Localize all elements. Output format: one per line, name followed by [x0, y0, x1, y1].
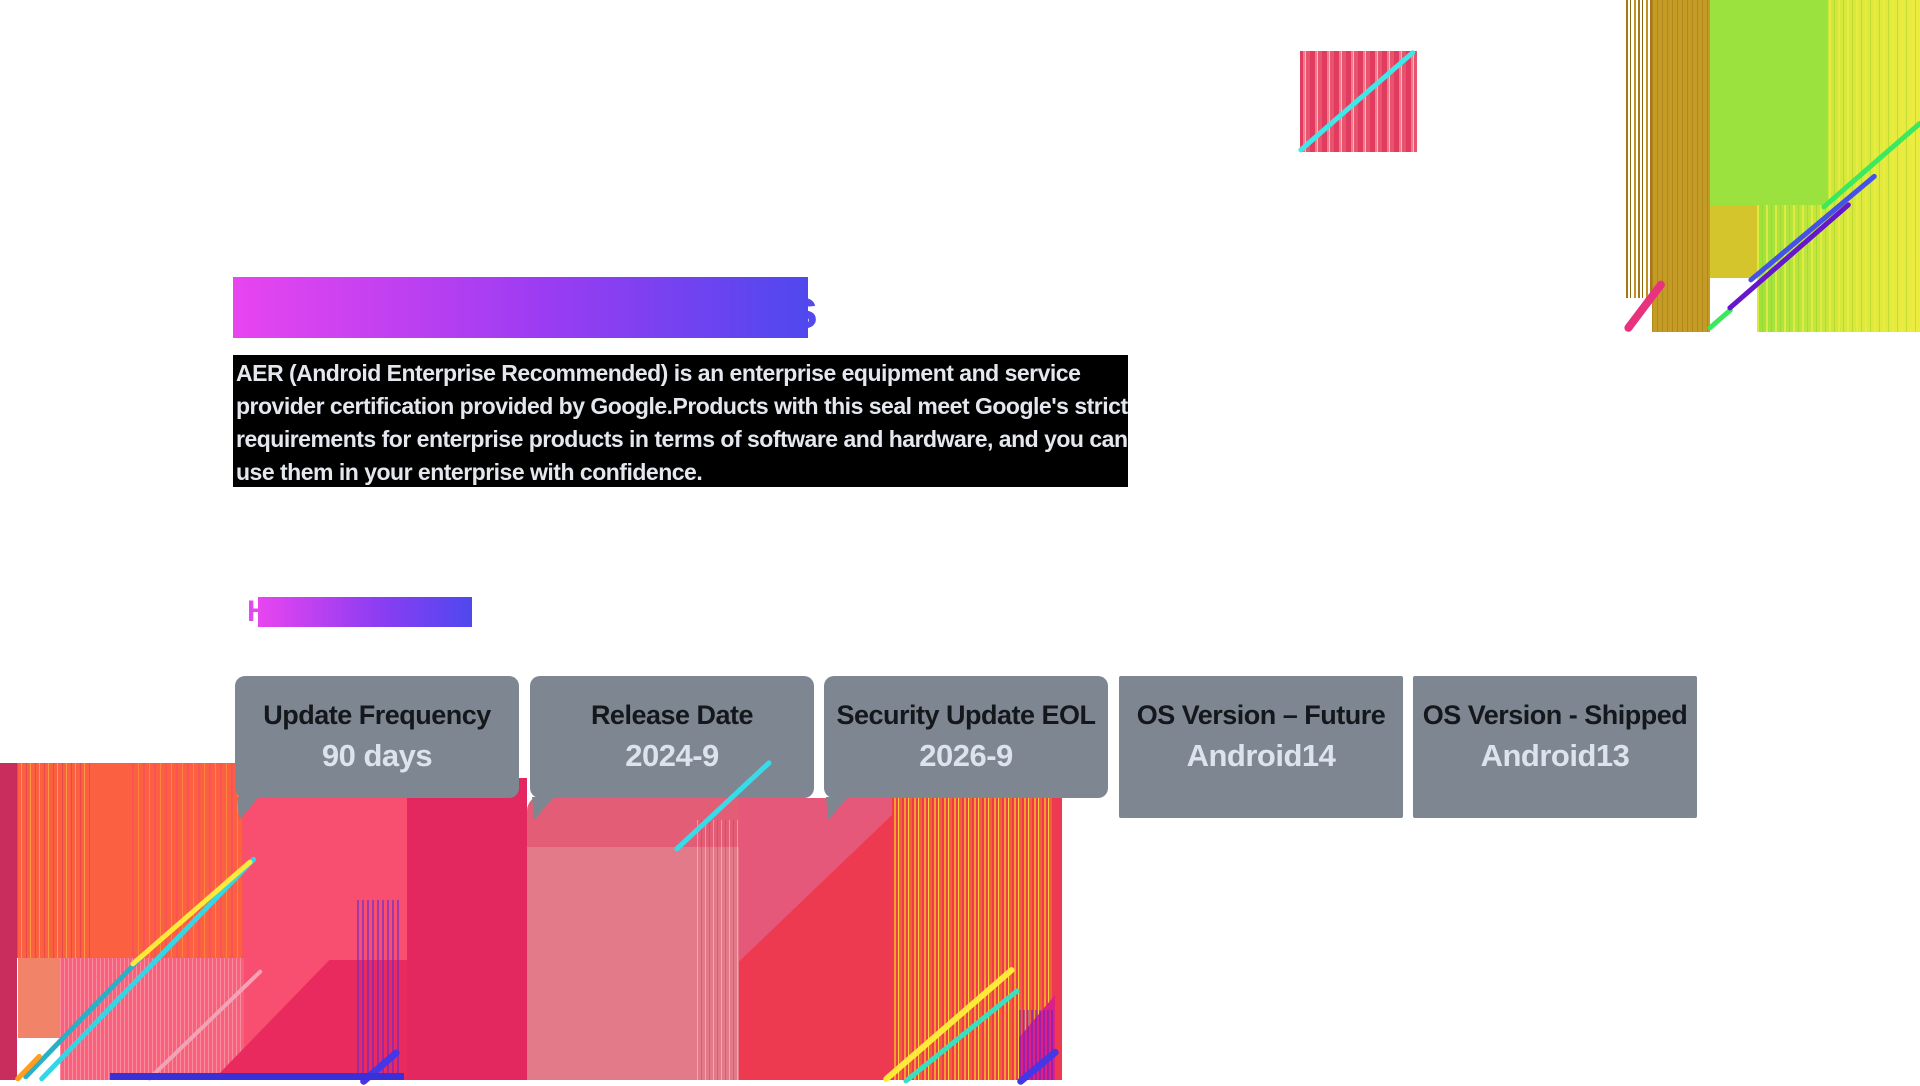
stat-card-release-date: Release Date 2024-9 — [530, 676, 814, 798]
stat-card-value: Android14 — [1186, 738, 1336, 773]
hero-description-line: requirements for enterprise products in … — [236, 426, 1128, 452]
hero-description: AER (Android Enterprise Recommended) is … — [233, 355, 1128, 487]
stat-card-label: Update Frequency — [263, 700, 491, 730]
glitch-barcode-stripes — [1626, 0, 1652, 298]
glitch-light-rose-block — [527, 847, 762, 1080]
glitch-blue-strip — [110, 1073, 404, 1080]
glitch-rose-stripes — [697, 820, 739, 1080]
hero-title-gradient-bar — [233, 277, 808, 338]
stat-card-value: Android13 — [1480, 738, 1630, 773]
stat-card-label: OS Version – Future — [1136, 700, 1386, 730]
glitch-orange-edge-stripes — [17, 763, 90, 958]
stat-card-security-update-eol: Security Update EOL 2026-9 — [824, 676, 1108, 798]
glitch-pink-striped-block — [60, 958, 244, 1080]
hero-description-line: use them in your enterprise with confide… — [236, 459, 703, 485]
hero-description-line: AER (Android Enterprise Recommended) is … — [236, 360, 1081, 386]
stat-card-value: 90 days — [321, 738, 433, 773]
glitch-crimson-bar — [0, 763, 17, 1080]
stat-card-label: OS Version - Shipped — [1422, 700, 1688, 730]
glitch-mustard-block — [1710, 205, 1757, 278]
glitch-mustard-column — [1652, 0, 1710, 332]
stat-card-update-frequency: Update Frequency 90 days — [235, 676, 519, 798]
stat-card-os-version-future: OS Version – Future Android14 — [1119, 676, 1403, 818]
glitch-chartreuse-block — [1710, 0, 1828, 205]
glitch-raspberry-block — [407, 778, 527, 1080]
hero-description-line: provider certification provided by Googl… — [236, 393, 1128, 419]
stat-card-label: Release Date — [590, 700, 754, 730]
glitch-green-yellow-stripes — [1757, 0, 1920, 332]
section-heading-gradient-bar — [258, 597, 472, 627]
stat-card-os-version-shipped: OS Version - Shipped Android13 — [1413, 676, 1697, 818]
stat-card-value: 2026-9 — [919, 738, 1013, 773]
stat-card-label: Security Update EOL — [836, 700, 1096, 730]
stat-card-value: 2024-9 — [625, 738, 719, 773]
